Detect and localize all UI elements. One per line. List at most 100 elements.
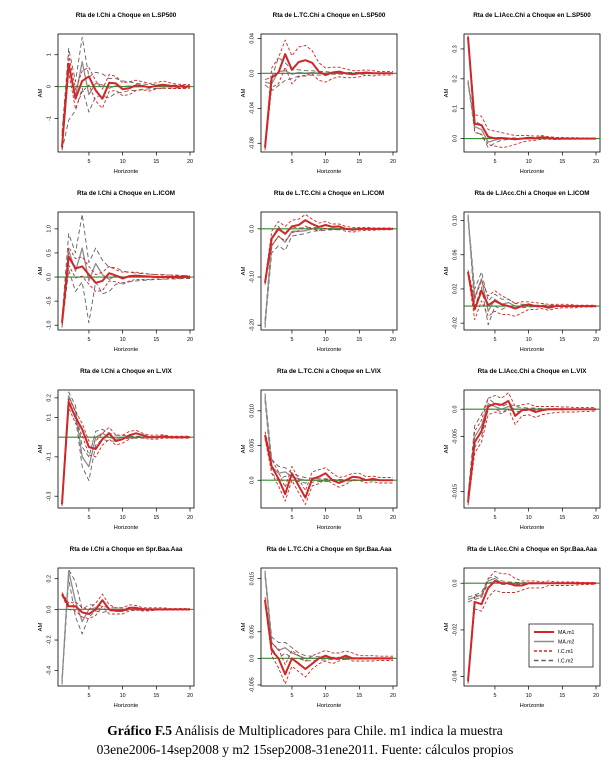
series-ic-m1-upper <box>467 269 596 306</box>
y-tick-label: 0.02 <box>453 284 459 295</box>
chart-svg: Rta de L.TC.Chi a Choque en L.VIX0.0100.… <box>241 368 398 531</box>
series-ic-m1-upper <box>264 213 393 281</box>
series-ic-m1-lower <box>61 264 190 326</box>
chart-panel-4: Rta de I.Chi a Choque en L.ICOM 1.0 0.5 0.0… <box>0 178 203 356</box>
x-tick-label: 20 <box>187 159 193 165</box>
x-tick-label: 20 <box>390 337 396 343</box>
series-ic-m1-lower <box>264 66 393 151</box>
x-tick-label: 20 <box>593 337 599 343</box>
chart-svg: Rta de I.Chi a Choque en Spr.Baa.Aaa 0.2 0… <box>38 546 195 709</box>
chart-svg: Rta de L.TC.Chi a Choque en L.ICOM 0.0 -0.… <box>241 190 398 353</box>
charts-grid: Rta de I.Chi a Choque en L.SP500 1 0 -1 AM 5 1… <box>0 0 609 712</box>
x-tick-label: 10 <box>526 159 532 165</box>
y-tick-label: -0.3 <box>47 492 53 501</box>
y-tick-label: -0.02 <box>453 624 459 636</box>
series-ma-m1 <box>467 36 596 141</box>
x-tick-label: 10 <box>323 515 329 521</box>
y-tick-label: -0.5 <box>47 296 53 305</box>
x-tick-label: 10 <box>120 693 126 699</box>
chart-panel-10: Rta de I.Chi a Choque en Spr.Baa.Aaa 0.2 0… <box>0 534 203 712</box>
x-tick-label: 5 <box>87 515 90 521</box>
series-ic-m1-upper <box>467 35 596 139</box>
series-ic-m2-lower <box>467 408 596 500</box>
series-ma-m1 <box>264 434 393 499</box>
series-ic-m1-upper <box>467 392 596 500</box>
y-tick-label: -0.005 <box>250 677 256 692</box>
x-tick-label: 5 <box>493 337 496 343</box>
x-tick-label: 15 <box>356 515 362 521</box>
series-ic-m1-lower <box>467 38 596 148</box>
y-axis-label: AM <box>444 266 450 275</box>
y-axis-label: AM <box>241 266 247 275</box>
x-tick-label: 20 <box>187 515 193 521</box>
plot-box <box>463 211 601 331</box>
x-axis-label: Horizonte <box>317 525 342 531</box>
y-tick-label: -0.04 <box>453 671 459 683</box>
x-tick-label: 15 <box>559 693 565 699</box>
chart-panel-11: Rta de L.TC.Chi a Choque en Spr.Baa.Aaa 0… <box>203 534 406 712</box>
x-tick-label: 10 <box>526 693 532 699</box>
series-ic-m1-lower <box>467 408 597 506</box>
y-tick-label: 0.2 <box>47 575 53 583</box>
plot-box <box>260 567 398 687</box>
series-ma-m2 <box>61 61 190 148</box>
y-tick-label: -0.10 <box>250 271 256 283</box>
x-tick-label: 15 <box>356 693 362 699</box>
y-axis-label: AM <box>444 88 450 97</box>
chart-svg: Rta de L.IAcc.Chi a Choque en L.ICOM 0.10… <box>444 190 601 353</box>
chart-title: Rta de I.Chi a Choque en L.VIX <box>80 368 172 375</box>
chart-panel-2: Rta de L.TC.Chi a Choque en L.SP500 0.04 0… <box>203 0 406 178</box>
y-axis-label: AM <box>241 444 247 453</box>
chart-title: Rta de I.Chi a Choque en L.SP500 <box>76 12 177 19</box>
y-tick-label: 0.0 <box>453 405 459 413</box>
series-ic-m1-upper <box>467 571 596 680</box>
series-ic-m1-lower <box>61 71 191 149</box>
series-ic-m2-upper <box>61 213 190 319</box>
y-tick-label: 0.2 <box>47 394 53 402</box>
y-tick-label: 0.04 <box>250 33 256 44</box>
chart-panel-5: Rta de L.TC.Chi a Choque en L.ICOM 0.0 -0.… <box>203 178 406 356</box>
y-tick-label: 0.0 <box>47 606 53 614</box>
plot-box <box>463 567 601 687</box>
y-axis-label: AM <box>444 622 450 631</box>
x-tick-label: 20 <box>593 159 599 165</box>
chart-svg: Rta de L.IAcc.Chi a Choque en L.VIX 0.0 -0… <box>444 368 601 531</box>
chart-title: Rta de I.Chi a Choque en Spr.Baa.Aaa <box>70 546 183 553</box>
y-tick-label: 0.0 <box>250 655 256 663</box>
y-tick-label: 0.0 <box>47 273 53 281</box>
series-ic-m1-upper <box>61 592 190 610</box>
x-tick-label: 15 <box>559 337 565 343</box>
series-ic-m2-lower <box>264 575 393 662</box>
series-ma-m1 <box>61 62 190 148</box>
plot-box <box>260 389 398 509</box>
x-axis-label: Horizonte <box>520 347 545 353</box>
y-tick-label: -1 <box>47 116 53 121</box>
series-ma-m1 <box>264 599 393 676</box>
y-tick-label: -0.2 <box>47 635 53 644</box>
series-ma-m1 <box>467 400 596 503</box>
chart-svg: Rta de I.Chi a Choque en L.VIX 0.2 0.1 -0.1… <box>38 368 195 531</box>
chart-title: Rta de I.Chi a Choque en L.ICOM <box>77 190 175 197</box>
chart-panel-9: Rta de L.IAcc.Chi a Choque en L.VIX 0.0 -0… <box>406 356 609 534</box>
chart-svg: Rta de L.TC.Chi a Choque en L.SP500 0.04 0… <box>241 12 398 175</box>
chart-title: Rta de L.TC.Chi a Choque en L.ICOM <box>274 190 384 197</box>
y-tick-label: 0.5 <box>47 249 53 257</box>
series-ic-m1-lower <box>61 407 190 507</box>
x-tick-label: 10 <box>526 515 532 521</box>
y-tick-label: 0.0 <box>250 225 256 233</box>
chart-title: Rta de L.IAcc.Chi a Choque en Spr.Baa.Aa… <box>467 546 597 553</box>
series-ic-m2-upper <box>467 80 596 140</box>
y-tick-label: 0.015 <box>250 572 256 586</box>
y-tick-label: -0.04 <box>250 102 256 114</box>
y-tick-label: -1.0 <box>47 321 53 330</box>
x-tick-label: 10 <box>120 515 126 521</box>
y-tick-label: -0.02 <box>453 317 459 329</box>
y-tick-label: 0.1 <box>47 414 53 422</box>
series-ma-m1 <box>61 593 190 615</box>
x-tick-label: 15 <box>153 159 159 165</box>
x-tick-label: 15 <box>153 337 159 343</box>
plot-box <box>57 389 195 509</box>
series-ic-m1-upper <box>61 246 191 321</box>
x-tick-label: 20 <box>390 515 396 521</box>
